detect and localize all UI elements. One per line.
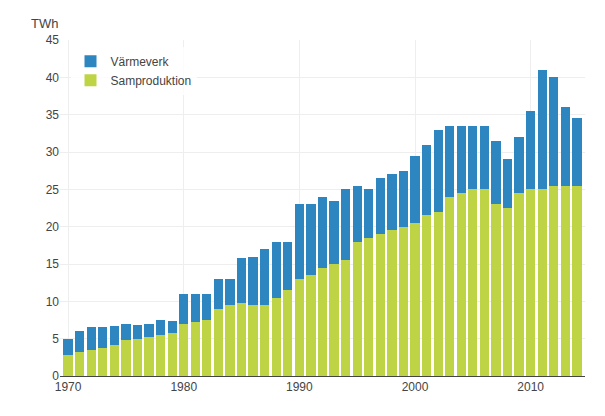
svg-text:2000: 2000 xyxy=(402,380,429,394)
svg-text:20: 20 xyxy=(46,220,60,234)
svg-text:10: 10 xyxy=(46,295,60,309)
svg-text:Samproduktion: Samproduktion xyxy=(111,74,192,88)
svg-text:TWh: TWh xyxy=(31,16,58,31)
svg-text:35: 35 xyxy=(46,108,60,122)
svg-text:1980: 1980 xyxy=(170,380,197,394)
svg-text:1970: 1970 xyxy=(55,380,82,394)
svg-text:45: 45 xyxy=(46,33,60,47)
svg-text:25: 25 xyxy=(46,183,60,197)
svg-text:Värmeverk: Värmeverk xyxy=(111,55,170,69)
svg-text:0: 0 xyxy=(52,369,59,383)
svg-text:5: 5 xyxy=(52,332,59,346)
svg-text:1990: 1990 xyxy=(286,380,313,394)
svg-text:15: 15 xyxy=(46,257,60,271)
svg-text:30: 30 xyxy=(46,145,60,159)
svg-text:2010: 2010 xyxy=(517,380,544,394)
svg-text:40: 40 xyxy=(46,71,60,85)
